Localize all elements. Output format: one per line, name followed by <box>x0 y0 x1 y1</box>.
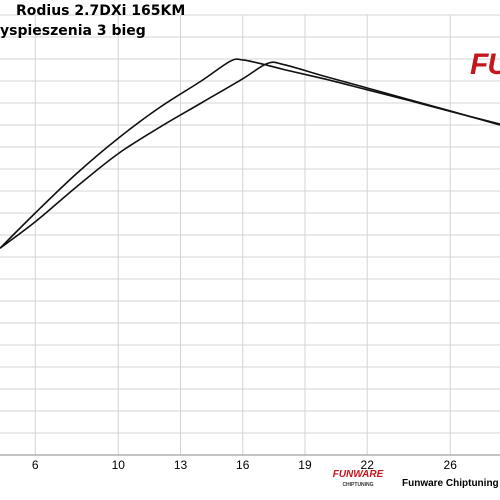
x-tick-label: 26 <box>444 458 458 472</box>
x-tick-label: 22 <box>361 458 375 472</box>
chart-curves <box>0 58 500 249</box>
x-tick-label: 16 <box>236 458 250 472</box>
series-line-1 <box>0 61 500 249</box>
chart-title: Rodius 2.7DXi 165KM <box>16 3 186 19</box>
series-line-2 <box>0 58 500 249</box>
footer-logo: FUNWARE CHIPTUNING <box>329 470 387 490</box>
funware-logo: FU <box>470 48 500 81</box>
x-tick-label: 10 <box>112 458 126 472</box>
chart-grid <box>0 14 500 456</box>
x-tick-label: 6 <box>32 458 39 472</box>
x-tick-label: 19 <box>298 458 312 472</box>
chart-subtitle: yspieszenia 3 bieg <box>0 23 146 39</box>
footer-logo-text: FUNWARE <box>332 469 384 480</box>
x-axis-ticks: 6 10 13 16 19 22 26 <box>32 458 457 472</box>
x-tick-label: 13 <box>174 458 188 472</box>
footer-caption: Funware Chiptuning Łódź <box>402 478 500 489</box>
footer-logo-subtext: CHIPTUNING <box>342 482 374 488</box>
